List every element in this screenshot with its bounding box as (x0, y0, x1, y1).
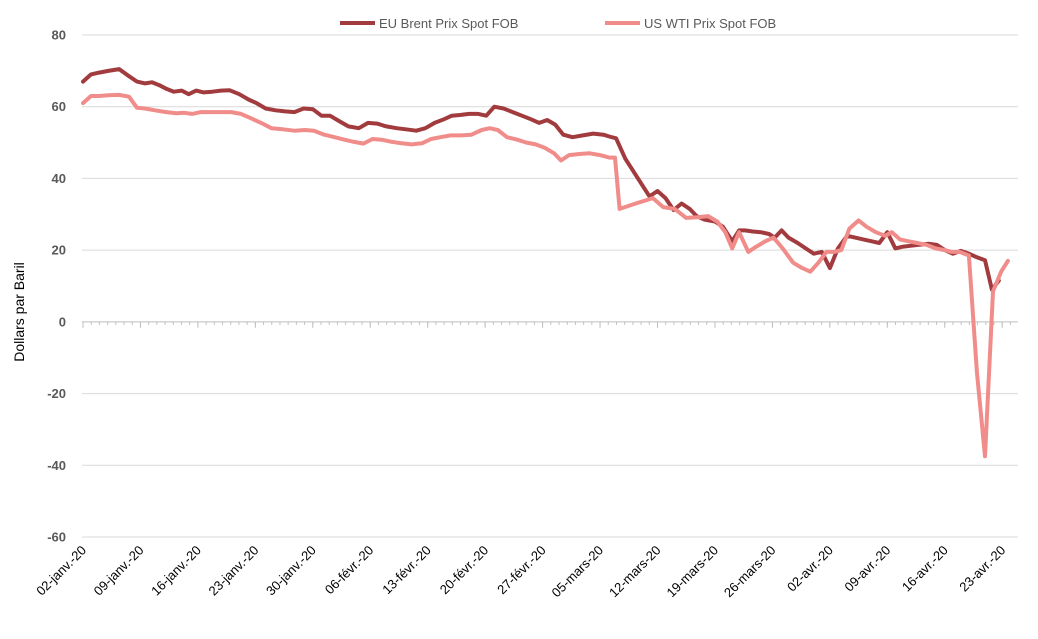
legend: EU Brent Prix Spot FOB US WTI Prix Spot F… (340, 16, 776, 31)
y-tick-label: 20 (52, 243, 66, 258)
x-tick-label: 26-mars-20 (721, 543, 779, 601)
x-tick-label: 06-févr.-20 (322, 543, 377, 598)
x-tick-label: 13-févr.-20 (379, 543, 434, 598)
y-tick-label: -40 (47, 458, 66, 473)
y-tick-label: -20 (47, 386, 66, 401)
y-axis-label: Dollars par Baril (11, 262, 27, 362)
y-tick-label: 0 (59, 314, 66, 329)
series-lines (81, 67, 1010, 459)
x-tick-label: 12-mars-20 (606, 543, 664, 601)
y-tick-label: -60 (47, 530, 66, 545)
y-axis-ticks: 80 60 40 20 0 -20 -40 -60 (47, 28, 66, 545)
x-axis: 02-janv.-20 09-janv.-20 16-janv.-20 23-janv… (33, 321, 1018, 601)
x-tick-label: 02-janv.-20 (33, 543, 89, 599)
x-tick-label: 27-févr.-20 (494, 543, 549, 598)
gridlines (82, 34, 1018, 538)
x-tick-label: 16-avr.-20 (899, 543, 951, 595)
series-line-0 (81, 67, 1001, 292)
x-tick-label: 23-avr.-20 (956, 543, 1008, 595)
x-tick-label: 05-mars-20 (549, 543, 607, 601)
legend-label-1: US WTI Prix Spot FOB (644, 16, 776, 31)
x-tick-label: 30-janv.-20 (263, 543, 319, 599)
legend-label-0: EU Brent Prix Spot FOB (379, 16, 518, 31)
y-tick-label: 60 (52, 99, 66, 114)
x-tick-label: 09-avr.-20 (841, 543, 893, 595)
x-tick-label: 09-janv.-20 (91, 543, 147, 599)
series-line-1 (81, 92, 1010, 459)
x-tick-label: 23-janv.-20 (206, 543, 262, 599)
x-tick-label: 20-févr.-20 (437, 543, 492, 598)
y-tick-label: 80 (52, 28, 66, 43)
x-tick-label: 02-avr.-20 (784, 543, 836, 595)
x-tick-label: 19-mars-20 (663, 543, 721, 601)
x-tick-label: 16-janv.-20 (148, 543, 204, 599)
y-tick-label: 40 (52, 171, 66, 186)
